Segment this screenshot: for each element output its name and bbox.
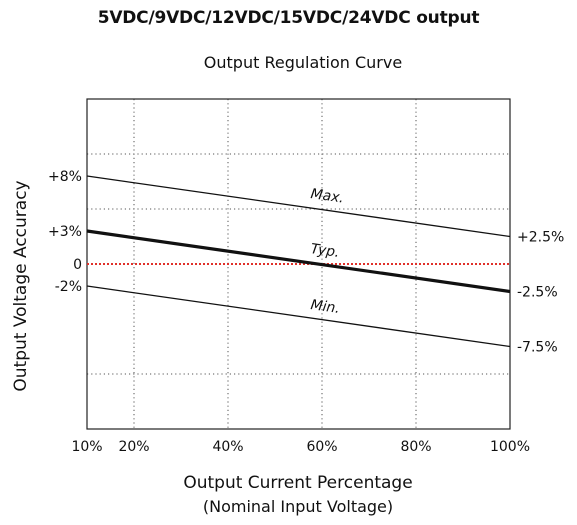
series-label-max: Max. [310, 186, 345, 206]
x-axis-sublabel: (Nominal Input Voltage) [203, 497, 393, 516]
y-axis-label: Output Voltage Accuracy [11, 180, 31, 391]
right-value-label: +2.5% [517, 230, 564, 246]
series-line-max [86, 175, 511, 238]
x-tick-label: 60% [306, 439, 337, 455]
y-tick-label: 0 [73, 257, 82, 273]
series-line-typ [86, 229, 511, 294]
x-tick-label: 40% [212, 439, 243, 455]
series-label-typ: Typ. [310, 241, 341, 261]
x-tick-label: 100% [490, 439, 530, 455]
plot-frame [86, 98, 511, 430]
grid [87, 99, 510, 429]
right-value-label: -7.5% [517, 340, 558, 356]
page-heading: 5VDC/9VDC/12VDC/15VDC/24VDC output [97, 8, 480, 28]
y-tick-label: +3% [48, 224, 82, 240]
y-tick-label: -2% [55, 279, 82, 295]
right-value-labels: +2.5% -2.5% -7.5% [517, 230, 564, 356]
y-tick-labels: +8% +3% 0 -2% [48, 169, 82, 295]
x-tick-label: 80% [400, 439, 431, 455]
x-axis-label: Output Current Percentage [183, 473, 412, 493]
series-line-min [86, 285, 511, 348]
right-value-label: -2.5% [517, 285, 558, 301]
chart-title: Output Regulation Curve [204, 53, 402, 72]
x-tick-label: 10% [71, 439, 102, 455]
x-tick-label: 20% [118, 439, 149, 455]
y-tick-label: +8% [48, 169, 82, 185]
x-tick-labels: 10% 20% 40% 60% 80% 100% [71, 439, 530, 455]
series-layer: Max. Typ. Min. [86, 175, 511, 348]
series-label-min: Min. [310, 297, 341, 317]
